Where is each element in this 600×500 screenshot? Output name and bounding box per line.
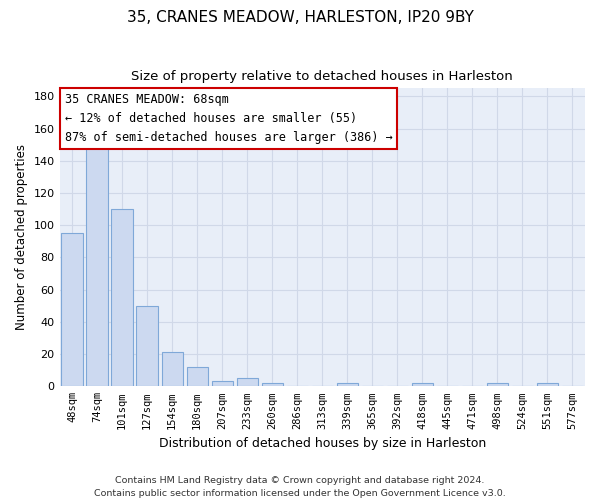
Text: 35, CRANES MEADOW, HARLESTON, IP20 9BY: 35, CRANES MEADOW, HARLESTON, IP20 9BY	[127, 10, 473, 25]
Bar	[187, 367, 208, 386]
Bar	[86, 144, 108, 386]
Bar	[337, 383, 358, 386]
Text: 35 CRANES MEADOW: 68sqm
← 12% of detached houses are smaller (55)
87% of semi-de: 35 CRANES MEADOW: 68sqm ← 12% of detache…	[65, 93, 392, 144]
Bar	[136, 306, 158, 386]
Bar	[487, 383, 508, 386]
Bar	[112, 209, 133, 386]
X-axis label: Distribution of detached houses by size in Harleston: Distribution of detached houses by size …	[158, 437, 486, 450]
Bar	[412, 383, 433, 386]
Bar	[61, 234, 83, 386]
Bar	[236, 378, 258, 386]
Y-axis label: Number of detached properties: Number of detached properties	[15, 144, 28, 330]
Text: Contains HM Land Registry data © Crown copyright and database right 2024.
Contai: Contains HM Land Registry data © Crown c…	[94, 476, 506, 498]
Bar	[161, 352, 183, 386]
Bar	[212, 382, 233, 386]
Bar	[262, 383, 283, 386]
Bar	[537, 383, 558, 386]
Title: Size of property relative to detached houses in Harleston: Size of property relative to detached ho…	[131, 70, 513, 83]
